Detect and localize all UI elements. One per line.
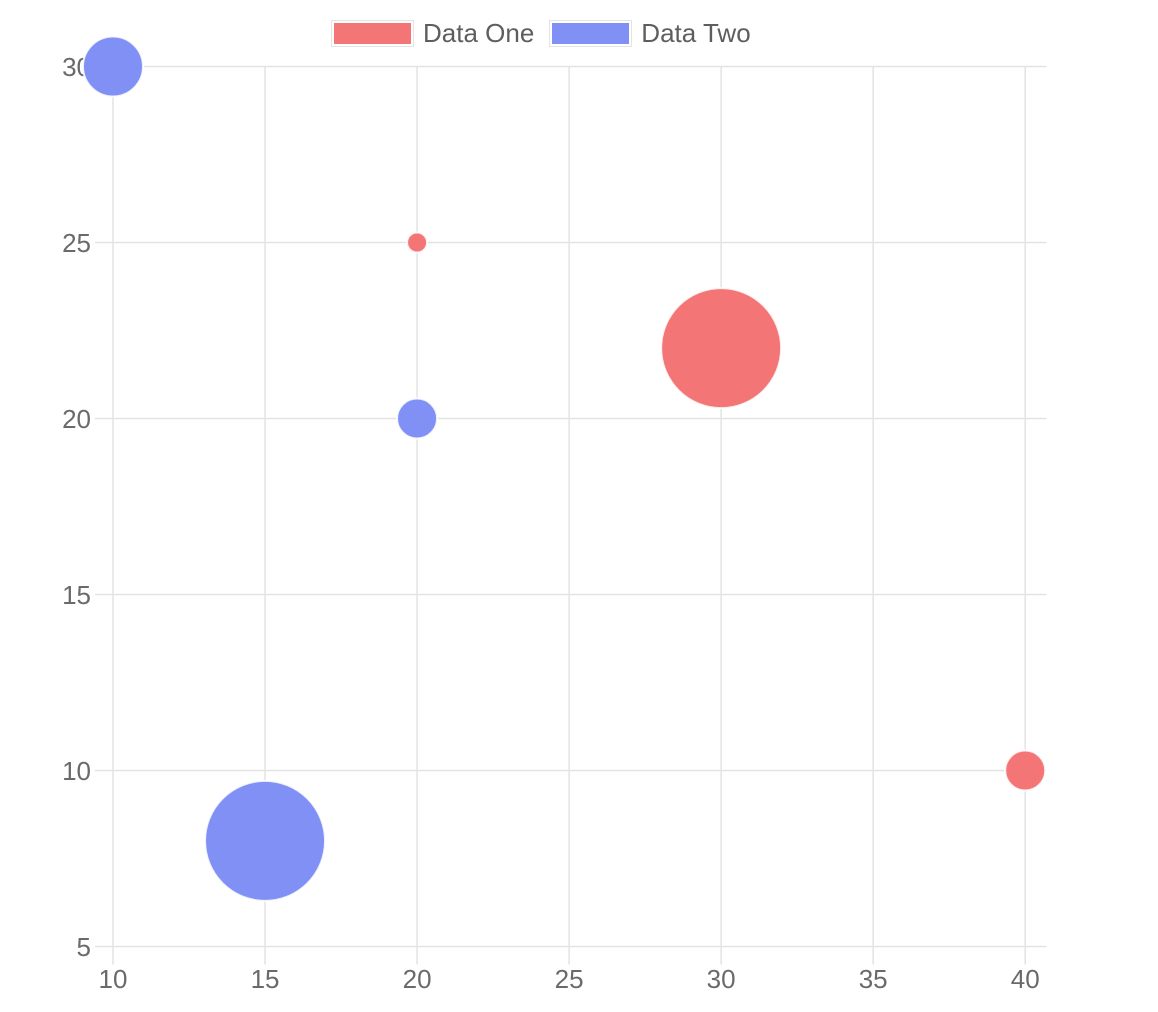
x-tick-label-40: 40 <box>1011 964 1040 994</box>
legend-swatch-fill-data-two <box>552 22 630 44</box>
bubble-data-one-0[interactable] <box>406 231 429 254</box>
y-tick-label-15: 15 <box>62 580 91 610</box>
legend-label-data-one: Data One <box>423 18 535 48</box>
y-tick-label-10: 10 <box>62 756 91 786</box>
legend-swatch-data-one <box>331 19 414 47</box>
legend-swatch-data-two <box>549 19 633 47</box>
x-tick-label-15: 15 <box>251 964 280 994</box>
legend-label-data-two: Data Two <box>641 18 751 48</box>
bubble-data-two-2[interactable] <box>204 779 327 902</box>
x-tick-label-20: 20 <box>403 964 432 994</box>
legend-item-data-one[interactable]: Data One <box>331 19 534 47</box>
legend-swatch-fill-data-one <box>334 22 411 44</box>
legend-item-data-two[interactable]: Data Two <box>549 18 751 48</box>
bubble-data-one-2[interactable] <box>1004 749 1047 792</box>
bubble-data-one-1[interactable] <box>660 287 783 410</box>
y-tick-label-5: 5 <box>77 932 91 962</box>
bubble-data-two-0[interactable] <box>82 35 144 98</box>
chart-legend: Data One Data Two <box>331 19 766 47</box>
x-tick-label-10: 10 <box>99 964 128 994</box>
y-tick-label-25: 25 <box>62 228 91 258</box>
y-tick-label-20: 20 <box>62 404 91 434</box>
bubble-data-two-1[interactable] <box>396 397 439 440</box>
x-tick-label-25: 25 <box>555 964 584 994</box>
x-tick-label-35: 35 <box>859 964 888 994</box>
x-tick-label-30: 30 <box>707 964 736 994</box>
